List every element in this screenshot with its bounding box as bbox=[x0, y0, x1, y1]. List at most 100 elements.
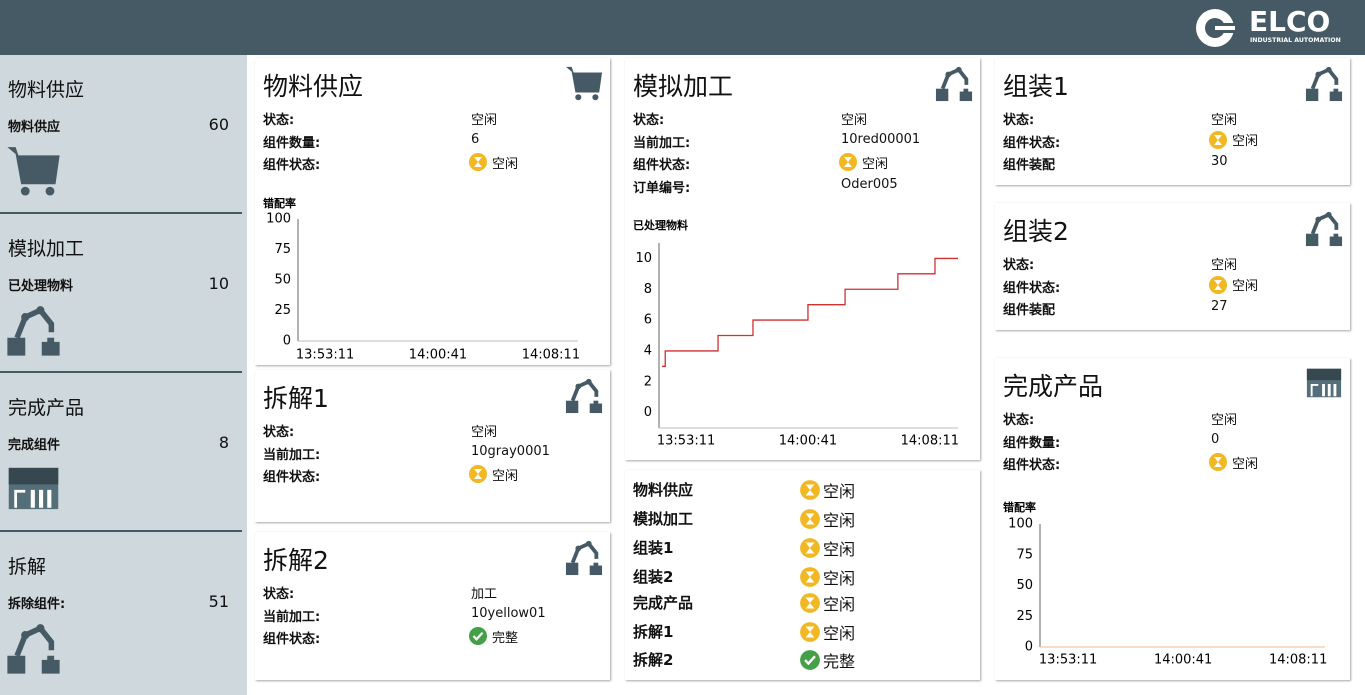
field-value-text: 空闲 bbox=[471, 425, 498, 440]
field-value: Oder005 bbox=[841, 177, 898, 192]
field-value-text: 27 bbox=[1211, 299, 1228, 314]
field-label: 组件状态: bbox=[263, 470, 321, 485]
y-tick-label: 2 bbox=[644, 374, 652, 389]
x-tick-label: 14:08:11 bbox=[901, 434, 959, 449]
icon-shape bbox=[800, 650, 820, 670]
icon-shape bbox=[566, 541, 602, 575]
field-label: 组件状态: bbox=[263, 158, 321, 173]
icon-shape bbox=[1307, 369, 1341, 398]
field-value: 空闲 bbox=[1208, 275, 1258, 295]
x-tick-label: 13:53:11 bbox=[657, 434, 715, 449]
field-value: 27 bbox=[1211, 299, 1228, 314]
section-title: 物料供应 bbox=[8, 79, 85, 101]
icon-shape bbox=[839, 153, 857, 171]
field-value-text: 空闲 bbox=[862, 156, 889, 172]
card: 拆解1 状态: 空闲 当前加工: 10gray0001 组件状态: 空闲 bbox=[255, 370, 610, 522]
icon-shape bbox=[936, 67, 972, 101]
icon-robot bbox=[565, 376, 603, 414]
y-tick-label: 25 bbox=[274, 303, 291, 318]
field-value: 空闲 bbox=[468, 152, 518, 172]
icon-cart bbox=[565, 64, 603, 102]
field-label: 状态: bbox=[1003, 413, 1035, 428]
chart-title: 错配率 bbox=[263, 196, 296, 210]
y-tick-label: 75 bbox=[1016, 547, 1033, 562]
divider bbox=[0, 212, 242, 214]
icon-robot bbox=[565, 538, 603, 576]
field-label: 当前加工: bbox=[263, 447, 321, 463]
icon-shape bbox=[1306, 212, 1342, 246]
field-value: 10red00001 bbox=[841, 132, 920, 147]
status-name: 组装2 bbox=[633, 568, 674, 586]
icon-shape bbox=[9, 468, 59, 509]
field-label: 组件状态: bbox=[1003, 135, 1061, 151]
status-text: 空闲 bbox=[823, 569, 856, 588]
field-label: 组件数量: bbox=[263, 135, 321, 151]
card-title: 组装1 bbox=[1003, 72, 1069, 101]
y-tick-label: 0 bbox=[1025, 640, 1033, 655]
field-value: 加工 bbox=[471, 583, 497, 602]
section-label: 拆除组件: bbox=[8, 597, 66, 612]
icon-shape bbox=[800, 480, 820, 500]
chart: 错配率 0 25 50 75 100 13:53:11 14:00:41 14:08:11 bbox=[1003, 500, 1327, 668]
card: 已处理物料 0 2 4 6 8 10 13:53:11 14:00:41 14:08:11 模拟加工… bbox=[625, 58, 980, 460]
field-label: 状态: bbox=[633, 113, 665, 128]
icon-robot bbox=[6, 302, 61, 357]
field-label: 状态: bbox=[1003, 113, 1035, 128]
field-value-text: 空闲 bbox=[841, 113, 868, 128]
card-title: 完成产品 bbox=[1003, 372, 1104, 401]
icon-wait bbox=[799, 566, 821, 588]
field-value: 空闲 bbox=[471, 109, 497, 128]
section-value: 60 bbox=[208, 115, 229, 134]
sidebar: 物料供应 物料供应 60 模拟加工 已处理物料 10 完成产品 完成组件 8 拆解 拆除组件: 51 bbox=[0, 55, 247, 695]
field-value-text: 空闲 bbox=[492, 468, 519, 484]
icon-shape bbox=[800, 622, 820, 642]
y-tick-label: 50 bbox=[274, 273, 291, 288]
y-tick-label: 10 bbox=[635, 251, 652, 266]
y-tick-label: 25 bbox=[1016, 609, 1033, 624]
field-label: 组件状态: bbox=[1003, 458, 1061, 473]
y-tick-label: 0 bbox=[644, 405, 652, 420]
field-value-text: 空闲 bbox=[1211, 258, 1238, 273]
icon-shape bbox=[800, 509, 820, 529]
field-value-text: 空闲 bbox=[492, 156, 519, 172]
field-label: 组件状态: bbox=[633, 158, 691, 173]
icon-shape bbox=[566, 67, 602, 100]
icon-done bbox=[468, 626, 488, 646]
card-title: 拆解2 bbox=[263, 546, 329, 575]
status-name: 物料供应 bbox=[633, 481, 694, 499]
field-label: 状态: bbox=[1003, 258, 1035, 273]
section-label: 完成组件 bbox=[8, 438, 61, 453]
icon-shape bbox=[1209, 131, 1227, 149]
status-text: 空闲 bbox=[823, 595, 856, 614]
field-value-text: 空闲 bbox=[1211, 413, 1238, 428]
status-value: 空闲 bbox=[799, 536, 855, 560]
icon-wait bbox=[799, 508, 821, 530]
field-value-text: 0 bbox=[1211, 431, 1220, 447]
chart: 错配率 0 25 50 75 100 13:53:11 14:00:41 14:08:11 bbox=[263, 196, 580, 363]
field-value-text: 完整 bbox=[492, 630, 519, 646]
icon-wait bbox=[838, 152, 858, 172]
field-value-text: 空闲 bbox=[1232, 456, 1259, 472]
icon-factory bbox=[1305, 364, 1343, 402]
card: 组装1 状态: 空闲 组件状态: 空闲 组件装配 30 bbox=[995, 58, 1350, 185]
section-title: 模拟加工 bbox=[8, 238, 85, 260]
icon-wait bbox=[468, 152, 488, 172]
card-title: 组装2 bbox=[1003, 217, 1069, 246]
card: 物料供应 空闲 模拟加工 空闲 组装1 空闲 组装2 空闲 完成产品 空闲 拆解1 空闲 拆解2 完整 bbox=[625, 470, 980, 680]
status-text: 完整 bbox=[823, 652, 856, 671]
section-value: 51 bbox=[208, 592, 229, 611]
icon-wait bbox=[799, 537, 821, 559]
status-text: 空闲 bbox=[823, 482, 856, 501]
field-value-text: 10gray0001 bbox=[471, 443, 550, 459]
icon-shape bbox=[800, 567, 820, 587]
card: 拆解2 状态: 加工 当前加工: 10yellow01 组件状态: 完整 bbox=[255, 532, 610, 680]
field-value: 10gray0001 bbox=[471, 444, 550, 459]
icon-wait bbox=[799, 479, 821, 501]
icon-robot bbox=[1305, 209, 1343, 247]
field-value-text: 空闲 bbox=[1232, 279, 1259, 294]
field-value-text: 10red00001 bbox=[841, 131, 921, 147]
status-text: 空闲 bbox=[823, 624, 856, 643]
status-name: 拆解2 bbox=[633, 651, 674, 669]
status-value: 空闲 bbox=[799, 565, 855, 589]
field-value-text: 空闲 bbox=[1211, 113, 1238, 128]
